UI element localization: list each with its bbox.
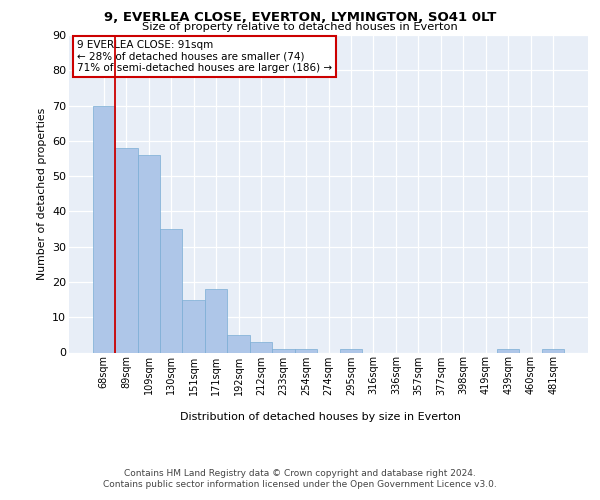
Bar (272, 349, 295, 352)
Bar (250, 342, 272, 352)
Bar (160, 229, 182, 352)
Bar (340, 349, 362, 352)
Text: Contains public sector information licensed under the Open Government Licence v3: Contains public sector information licen… (103, 480, 497, 489)
Bar (227, 335, 250, 352)
Text: Size of property relative to detached houses in Everton: Size of property relative to detached ho… (142, 22, 458, 32)
Text: 9 EVERLEA CLOSE: 91sqm
← 28% of detached houses are smaller (74)
71% of semi-det: 9 EVERLEA CLOSE: 91sqm ← 28% of detached… (77, 40, 332, 73)
Bar (182, 300, 205, 352)
Text: Contains HM Land Registry data © Crown copyright and database right 2024.: Contains HM Land Registry data © Crown c… (124, 469, 476, 478)
Bar (542, 349, 565, 352)
Text: Distribution of detached houses by size in Everton: Distribution of detached houses by size … (181, 412, 461, 422)
Bar (497, 349, 520, 352)
Y-axis label: Number of detached properties: Number of detached properties (37, 108, 47, 280)
Bar (295, 349, 317, 352)
Bar (92, 106, 115, 352)
Bar (205, 289, 227, 352)
Bar (115, 148, 137, 352)
Text: 9, EVERLEA CLOSE, EVERTON, LYMINGTON, SO41 0LT: 9, EVERLEA CLOSE, EVERTON, LYMINGTON, SO… (104, 11, 496, 24)
Bar (137, 155, 160, 352)
